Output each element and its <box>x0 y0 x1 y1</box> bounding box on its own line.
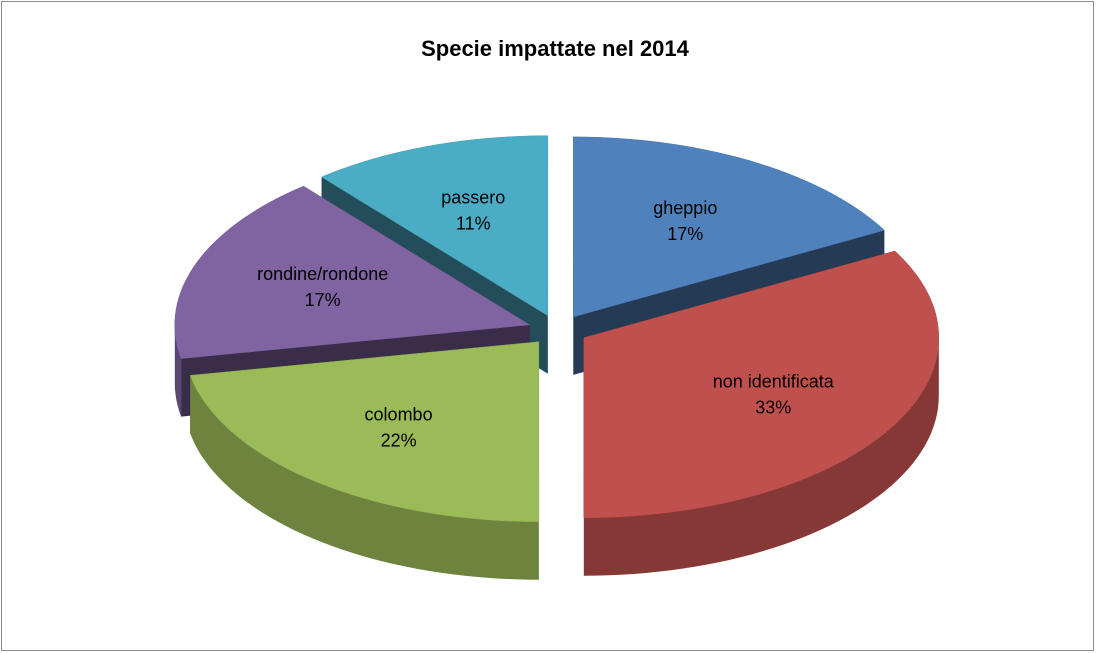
data-label: non identificata 33% <box>713 371 835 417</box>
chart-title: Specie impattate nel 2014 <box>421 36 690 61</box>
label-name: gheppio <box>653 198 717 218</box>
label-name: rondine/rondone <box>257 264 388 284</box>
slice-side <box>583 337 939 576</box>
slice <box>321 135 549 317</box>
pie <box>174 135 940 580</box>
slice <box>573 136 885 318</box>
label-value: 11% <box>456 213 491 233</box>
slice <box>583 250 940 518</box>
slice-side <box>174 324 182 417</box>
data-label: colombo 22% <box>365 404 433 450</box>
slice <box>174 185 531 359</box>
slice-side <box>190 375 539 580</box>
label-name: passero <box>441 187 505 207</box>
data-label: passero 11% <box>441 187 505 233</box>
data-label: rondine/rondone 17% <box>257 264 388 310</box>
label-name: non identificata <box>713 371 835 391</box>
data-label: gheppio 17% <box>653 198 717 244</box>
label-value: 33% <box>755 397 791 417</box>
labels: passero 11% gheppio 17% rondine/rondone 17% no… <box>257 187 835 450</box>
slice <box>189 341 540 522</box>
label-value: 17% <box>667 224 703 244</box>
label-name: colombo <box>365 404 433 424</box>
label-value: 17% <box>305 290 341 310</box>
label-value: 22% <box>381 430 417 450</box>
